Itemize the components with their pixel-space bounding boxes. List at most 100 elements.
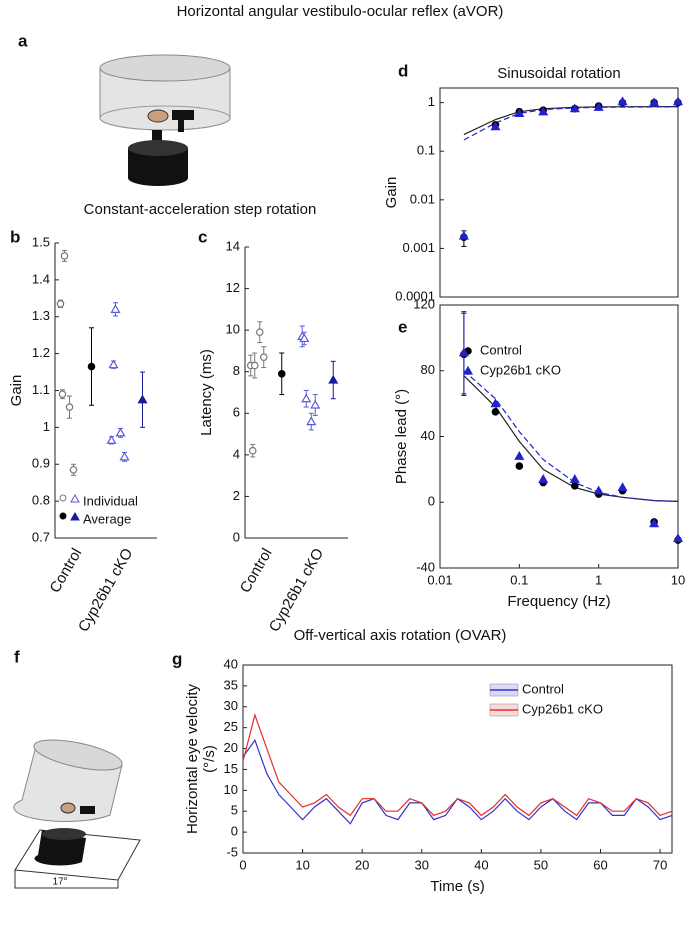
y-tick-label: 30 [224, 698, 238, 713]
legend-label: Cyp26b1 cKO [480, 362, 561, 377]
marker [58, 390, 67, 398]
panel-label: d [398, 61, 408, 80]
marker [69, 465, 78, 474]
y-axis-label: (°/s) [201, 745, 218, 773]
x-tick-label: 50 [534, 857, 548, 872]
x-tick-label: 0 [239, 857, 246, 872]
y-tick-label: -40 [416, 559, 435, 574]
marker [106, 435, 117, 444]
marker [649, 97, 660, 107]
marker [115, 427, 126, 437]
y-axis-label: Phase lead (°) [393, 389, 410, 484]
y-tick-label: 80 [421, 362, 435, 377]
legend-label: Control [522, 681, 564, 696]
marker [310, 399, 321, 409]
axes-box [439, 304, 679, 569]
x-tick-label: 60 [593, 857, 607, 872]
marker [306, 416, 317, 426]
y-tick-label: 0.9 [32, 456, 50, 471]
x-tick-label: 0.1 [510, 572, 528, 587]
marker [617, 96, 628, 106]
y-tick-label: 6 [233, 405, 240, 420]
y-tick-label: -5 [226, 844, 238, 859]
marker [65, 403, 74, 411]
legend-marker [59, 494, 67, 502]
ovar-illustration [13, 739, 141, 889]
subtitle: Constant-acceleration step rotation [84, 201, 317, 218]
y-tick-label: 120 [413, 296, 435, 311]
marker [672, 533, 684, 543]
y-tick-label: 0.01 [410, 191, 435, 206]
y-tick-label: 0.001 [402, 240, 435, 255]
marker [570, 482, 579, 490]
legend-marker [70, 493, 80, 503]
legend-marker [70, 511, 80, 521]
y-tick-label: 0 [428, 494, 435, 509]
y-tick-label: 10 [224, 782, 238, 797]
x-tick-label: 10 [295, 857, 309, 872]
y-tick-label: 0.1 [417, 143, 435, 158]
marker [87, 362, 96, 371]
y-tick-label: 5 [231, 803, 238, 818]
series-line [242, 713, 673, 817]
panel-label: a [18, 31, 28, 50]
y-tick-label: 10 [226, 322, 240, 337]
x-tick-label: 0.01 [427, 572, 452, 587]
marker [569, 103, 580, 113]
marker [514, 451, 525, 460]
x-axis-label: Time (s) [430, 878, 484, 895]
marker [299, 333, 310, 343]
marker [108, 359, 119, 369]
marker [60, 252, 69, 260]
series-line [242, 738, 673, 825]
y-tick-label: 1 [428, 94, 435, 109]
marker [490, 398, 501, 408]
rotator-illustration [99, 54, 231, 186]
x-tick-label: 10 [671, 572, 685, 587]
y-tick-label: 0.0001 [395, 288, 435, 303]
legend-label: Average [83, 511, 131, 526]
x-tick-label: 1 [595, 572, 602, 587]
y-tick-label: 15 [224, 761, 238, 776]
y-tick-label: 40 [421, 428, 435, 443]
y-tick-label: 20 [224, 740, 238, 755]
marker [538, 106, 549, 116]
marker [491, 408, 500, 416]
axes-box [439, 87, 679, 298]
legend-label: Cyp26b1 cKO [522, 701, 603, 716]
y-tick-label: 14 [226, 238, 240, 253]
marker [301, 393, 312, 403]
y-tick-label: 4 [233, 446, 240, 461]
y-tick-label: 2 [233, 488, 240, 503]
marker [137, 394, 148, 404]
panel-label: f [14, 647, 20, 666]
y-tick-label: 35 [224, 677, 238, 692]
marker [56, 300, 65, 308]
legend-label: Individual [83, 493, 138, 508]
marker [617, 482, 628, 492]
subtitle: Off-vertical axis rotation (OVAR) [294, 627, 507, 644]
x-tick-label: Control [237, 545, 276, 595]
y-tick-label: 1.3 [32, 308, 50, 323]
marker [458, 347, 469, 357]
x-tick-label: Cyp26b1 cKO [266, 545, 327, 634]
x-tick-label: Control [46, 545, 85, 595]
y-tick-label: 0.8 [32, 493, 50, 508]
marker [328, 374, 339, 384]
y-axis-label: Latency (ms) [198, 349, 215, 436]
marker [277, 369, 286, 378]
figure-title: Horizontal angular vestibulo-ocular refl… [177, 3, 504, 20]
x-tick-label: Cyp26b1 cKO [75, 545, 136, 634]
marker [569, 474, 580, 483]
y-axis-label: Horizontal eye velocity [184, 683, 201, 834]
marker [490, 121, 501, 131]
y-tick-label: 0.7 [32, 529, 50, 544]
chart-title: Sinusoidal rotation [497, 65, 620, 82]
marker [649, 518, 660, 528]
y-tick-label: 8 [233, 363, 240, 378]
panel-label: b [10, 227, 20, 246]
x-axis-label: Frequency (Hz) [507, 593, 610, 610]
panel-label: g [172, 649, 182, 668]
x-tick-label: 30 [415, 857, 429, 872]
